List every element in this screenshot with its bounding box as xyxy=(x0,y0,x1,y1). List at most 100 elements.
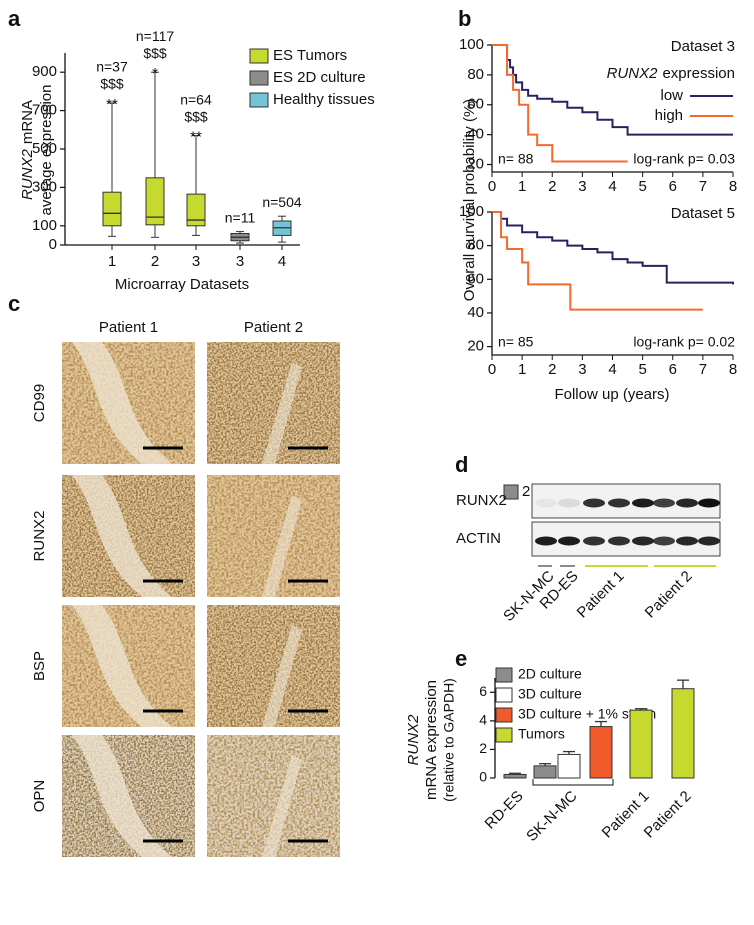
x-tick-label: 8 xyxy=(729,178,737,195)
y-axis-label-gene: RUNX2 xyxy=(405,714,422,766)
legend-label: 3D culture xyxy=(518,686,582,702)
box xyxy=(102,191,122,227)
y-tick-label: 700 xyxy=(32,102,57,119)
legend-title-text: expression xyxy=(662,65,735,82)
y-tick-label: 20 xyxy=(467,338,484,355)
legend-title: RUNX2 expression xyxy=(607,65,735,82)
ihc-image xyxy=(207,475,340,597)
row-label: RUNX2 xyxy=(31,511,48,562)
n-label: n=11 xyxy=(225,209,256,225)
legend-swatch xyxy=(249,92,269,108)
y-axis-label: average expression xyxy=(38,85,55,216)
legend-label: 2D culture xyxy=(518,666,582,682)
blot-band xyxy=(632,536,654,546)
legend-swatch xyxy=(249,70,269,86)
n-label: n=37 xyxy=(96,59,128,75)
x-tick-label: 2 xyxy=(548,361,556,378)
bar xyxy=(503,773,527,779)
significance-stars: * xyxy=(152,65,158,82)
note-n: n= 88 xyxy=(498,151,534,167)
x-tick-label: 3 xyxy=(578,178,586,195)
legend-label: high xyxy=(655,107,683,124)
stroma xyxy=(72,475,172,597)
y-tick-label: 4 xyxy=(479,712,487,728)
note-p: log-rank p= 0.02 xyxy=(633,334,735,350)
x-tick-label: 2 xyxy=(548,178,556,195)
row-label: RUNX2 xyxy=(456,492,507,509)
x-tick-label: 8 xyxy=(729,361,737,378)
y-tick-label: 60 xyxy=(467,270,484,287)
x-tick-label: 4 xyxy=(608,178,616,195)
bar xyxy=(533,765,557,779)
x-tick-label: 1 xyxy=(108,253,116,270)
legend-label: low xyxy=(660,87,683,104)
ihc-image xyxy=(62,475,195,597)
legend-swatch xyxy=(495,707,513,723)
stroma xyxy=(72,605,172,727)
x-tick-label: 5 xyxy=(638,178,646,195)
blot-band xyxy=(583,536,605,546)
stroma xyxy=(262,495,302,597)
blot-band xyxy=(653,498,675,508)
significance-label: $$$ xyxy=(100,76,124,92)
x-tick-label: RD-ES xyxy=(482,788,527,833)
blot-band xyxy=(676,498,698,508)
chart-title: Dataset 3 xyxy=(671,38,735,55)
x-tick-label: SK-N-MC xyxy=(523,788,581,846)
stroma xyxy=(72,342,172,464)
blot-band xyxy=(535,498,557,508)
panel-label: a xyxy=(8,6,21,31)
blot-band xyxy=(608,498,630,508)
x-tick-label: 3 xyxy=(236,253,244,270)
blot-band xyxy=(558,498,580,508)
y-axis-label: Overall survival probability (%) xyxy=(461,99,478,302)
y-tick-label: 100 xyxy=(459,203,484,220)
significance-stars: ** xyxy=(106,96,118,113)
significance-stars: ** xyxy=(190,129,202,146)
x-axis-label: Follow up (years) xyxy=(554,386,669,403)
legend-label: ES 2D culture xyxy=(273,69,366,86)
survival-curve xyxy=(492,44,733,136)
ihc-image xyxy=(207,605,340,727)
legend-swatch xyxy=(495,667,513,683)
y-tick-label: 100 xyxy=(32,217,57,234)
blot-band xyxy=(676,536,698,546)
x-tick-label: 6 xyxy=(669,178,677,195)
significance-label: $$$ xyxy=(143,45,167,61)
y-tick-label: 0 xyxy=(479,769,487,785)
bar xyxy=(629,709,653,779)
panel-label: e xyxy=(455,646,467,671)
ihc-image xyxy=(207,342,340,464)
y-tick-label: 2 xyxy=(479,740,487,756)
y-axis-label-text: mRNA xyxy=(19,100,36,144)
n-label: n=117 xyxy=(136,28,174,44)
ihc-image xyxy=(207,735,340,857)
x-tick-label: 4 xyxy=(278,253,286,270)
legend-title-gene: RUNX2 xyxy=(607,65,659,82)
ihc-image xyxy=(62,735,195,857)
column-label: Patient 1 xyxy=(99,319,158,336)
group-bracket xyxy=(532,779,614,786)
blot-band xyxy=(535,536,557,546)
y-tick-label: 0 xyxy=(49,236,57,253)
y-tick-label: 500 xyxy=(32,140,57,157)
panel-label: d xyxy=(455,452,468,477)
panel-label: b xyxy=(458,6,471,31)
y-tick-label: 900 xyxy=(32,63,57,80)
stroma xyxy=(72,735,172,857)
note-p: log-rank p= 0.03 xyxy=(633,151,735,167)
legend-label: Tumors xyxy=(518,726,565,742)
x-tick-label: 4 xyxy=(608,361,616,378)
x-tick-label: 3 xyxy=(578,361,586,378)
lane-label: Patient 2 xyxy=(642,568,696,622)
n-label: n=64 xyxy=(180,91,212,107)
blot-band xyxy=(583,498,605,508)
x-axis-label: Microarray Datasets xyxy=(115,276,249,293)
blot-band xyxy=(608,536,630,546)
panel-label: c xyxy=(8,291,20,316)
legend-label: Healthy tissues xyxy=(273,91,375,108)
x-tick-label: 6 xyxy=(669,361,677,378)
box xyxy=(186,193,206,227)
x-tick-label: 1 xyxy=(518,178,526,195)
